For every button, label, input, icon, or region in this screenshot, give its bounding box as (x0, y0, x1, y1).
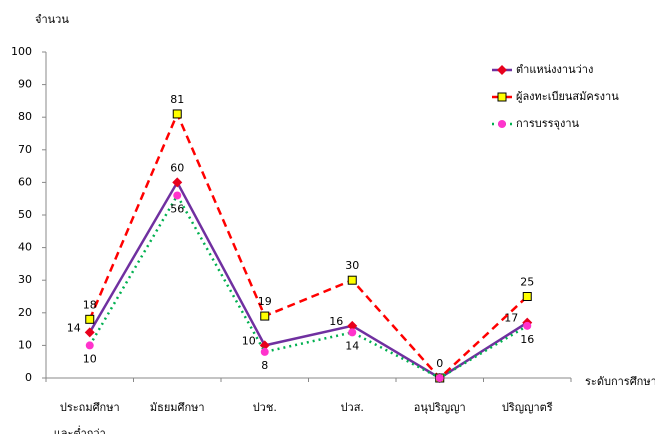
data-label: 16 (520, 333, 534, 346)
point (260, 347, 269, 356)
legend-label: การบรรจุงาน (516, 117, 580, 130)
data-label: 25 (520, 276, 534, 289)
y-tick-label: 90 (18, 78, 32, 91)
y-tick-label: 70 (18, 143, 32, 156)
data-label: 8 (261, 359, 268, 372)
point (172, 109, 182, 119)
point (85, 341, 94, 350)
data-label: 14 (345, 339, 359, 352)
x-tick-label: ปวช. (253, 401, 277, 414)
data-label: 10 (83, 352, 97, 365)
point (348, 328, 357, 337)
data-label: 19 (258, 295, 272, 308)
data-label: 30 (345, 259, 359, 272)
data-label: 56 (170, 202, 184, 215)
data-label: 10 (242, 334, 256, 347)
x-tick-label: ประถมศึกษาและต่ำกว่า (54, 401, 120, 434)
point (498, 120, 506, 128)
y-tick-label: 80 (18, 110, 32, 123)
data-label: 60 (170, 161, 184, 174)
data-label: 0 (436, 357, 443, 370)
y-tick-label: 100 (11, 45, 32, 58)
point (85, 314, 95, 324)
point (522, 292, 532, 301)
y-tick-label: 50 (18, 208, 32, 221)
data-label: 81 (170, 93, 184, 106)
point (260, 311, 270, 321)
y-tick-label: 40 (18, 241, 32, 254)
data-label: 18 (83, 298, 97, 311)
x-tick-label: ปริญญาตรี (502, 401, 553, 414)
point (347, 275, 357, 285)
x-axis-title: ระดับการศึกษา (585, 375, 655, 388)
point (497, 65, 507, 75)
point (435, 374, 444, 382)
series-line (88, 110, 529, 380)
y-tick-label: 30 (18, 273, 32, 286)
data-label: 14 (67, 321, 81, 334)
point (347, 320, 358, 331)
x-tick-label: ปวส. (341, 401, 364, 414)
point (523, 321, 532, 330)
y-tick-label: 0 (25, 371, 32, 384)
y-axis-title: จำนวน (35, 13, 69, 26)
y-tick-label: 60 (18, 175, 32, 188)
point (497, 92, 507, 102)
point (172, 177, 183, 188)
data-label: 16 (329, 315, 343, 328)
series-line (88, 179, 528, 380)
point (84, 327, 95, 338)
data-label: 17 (504, 312, 518, 325)
legend-label: ผู้ลงทะเบียนสมัครงาน (516, 90, 619, 103)
series-line (88, 192, 528, 380)
point (173, 191, 182, 200)
legend-label: ตำแหน่งงานว่าง (516, 63, 593, 76)
y-tick-label: 20 (18, 306, 32, 319)
x-tick-label: อนุปริญญา (414, 401, 466, 414)
x-tick-label: มัธยมศึกษา (150, 401, 205, 414)
y-tick-label: 10 (18, 338, 32, 351)
